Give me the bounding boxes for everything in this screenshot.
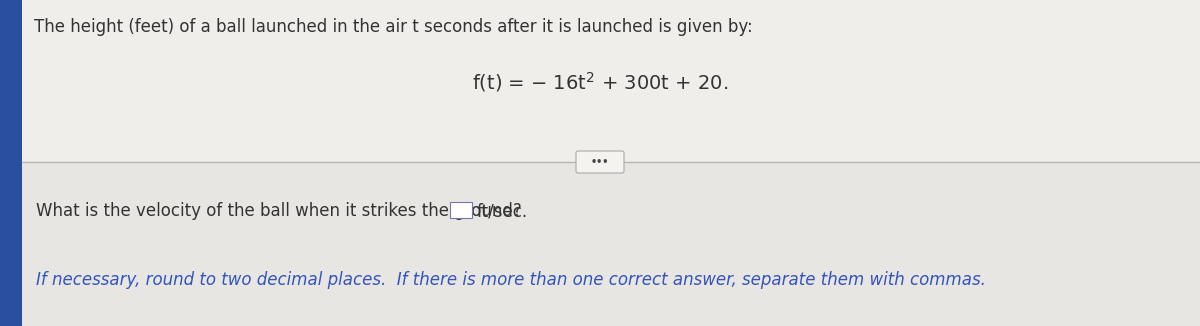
Text: ft/sec.: ft/sec.: [476, 202, 528, 220]
FancyBboxPatch shape: [0, 0, 22, 326]
FancyBboxPatch shape: [22, 162, 1200, 326]
Text: The height (feet) of a ball launched in the air t seconds after it is launched i: The height (feet) of a ball launched in …: [34, 18, 752, 36]
Text: f(t) = $-$ 16t$^{2}$ + 300t + 20.: f(t) = $-$ 16t$^{2}$ + 300t + 20.: [472, 70, 728, 94]
Text: •••: •••: [590, 157, 610, 167]
Text: What is the velocity of the ball when it strikes the ground?: What is the velocity of the ball when it…: [36, 202, 521, 220]
FancyBboxPatch shape: [576, 151, 624, 173]
Text: If necessary, round to two decimal places.  If there is more than one correct an: If necessary, round to two decimal place…: [36, 271, 985, 289]
FancyBboxPatch shape: [450, 202, 472, 218]
FancyBboxPatch shape: [22, 0, 1200, 162]
